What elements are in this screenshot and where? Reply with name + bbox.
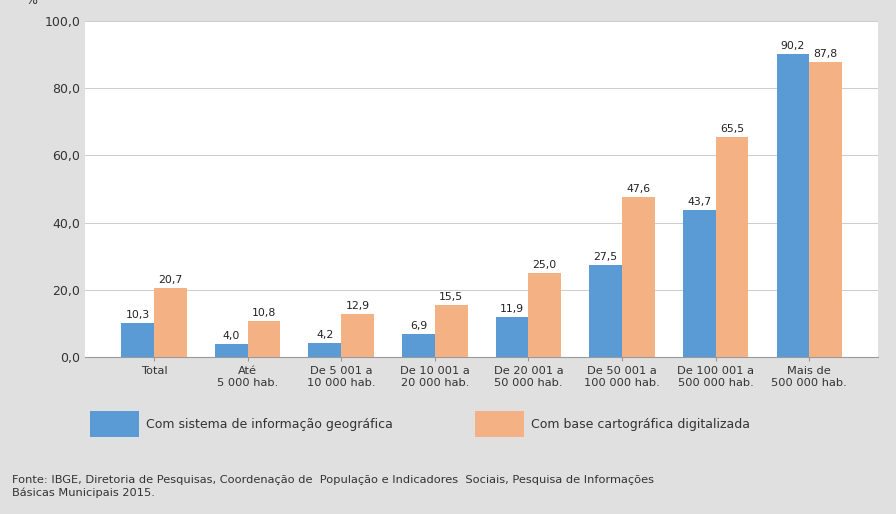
Text: 47,6: 47,6 bbox=[626, 185, 650, 194]
Text: 6,9: 6,9 bbox=[409, 321, 427, 332]
Text: 15,5: 15,5 bbox=[439, 292, 463, 302]
Text: 90,2: 90,2 bbox=[780, 41, 805, 51]
Text: 65,5: 65,5 bbox=[720, 124, 744, 134]
Bar bbox=[341, 314, 374, 357]
Text: 43,7: 43,7 bbox=[687, 197, 711, 208]
Text: Com base cartográfica digitalizada: Com base cartográfica digitalizada bbox=[531, 417, 750, 431]
Text: 20,7: 20,7 bbox=[159, 275, 183, 285]
Bar bbox=[529, 273, 561, 357]
Text: %: % bbox=[26, 0, 38, 7]
Text: 27,5: 27,5 bbox=[593, 252, 617, 262]
Bar bbox=[716, 137, 748, 357]
Bar bbox=[495, 317, 529, 357]
Text: 4,0: 4,0 bbox=[222, 331, 240, 341]
Text: 10,3: 10,3 bbox=[125, 310, 150, 320]
Text: Com sistema de informação geográfica: Com sistema de informação geográfica bbox=[146, 417, 393, 431]
Bar bbox=[777, 53, 809, 357]
Bar bbox=[435, 305, 468, 357]
Bar bbox=[308, 343, 341, 357]
Bar bbox=[154, 287, 186, 357]
Bar bbox=[247, 321, 280, 357]
Bar bbox=[809, 62, 842, 357]
Bar bbox=[683, 210, 716, 357]
Bar bbox=[590, 265, 622, 357]
Bar bbox=[215, 344, 247, 357]
Bar bbox=[622, 197, 655, 357]
Text: 12,9: 12,9 bbox=[346, 301, 370, 311]
Text: Fonte: IBGE, Diretoria de Pesquisas, Coordenação de  População e Indicadores  So: Fonte: IBGE, Diretoria de Pesquisas, Coo… bbox=[12, 475, 654, 498]
Text: 25,0: 25,0 bbox=[532, 261, 557, 270]
Text: 87,8: 87,8 bbox=[814, 49, 838, 59]
Text: 4,2: 4,2 bbox=[316, 331, 333, 340]
Text: 11,9: 11,9 bbox=[500, 304, 524, 315]
Text: 10,8: 10,8 bbox=[252, 308, 276, 318]
Bar bbox=[402, 334, 435, 357]
Bar bbox=[121, 323, 154, 357]
